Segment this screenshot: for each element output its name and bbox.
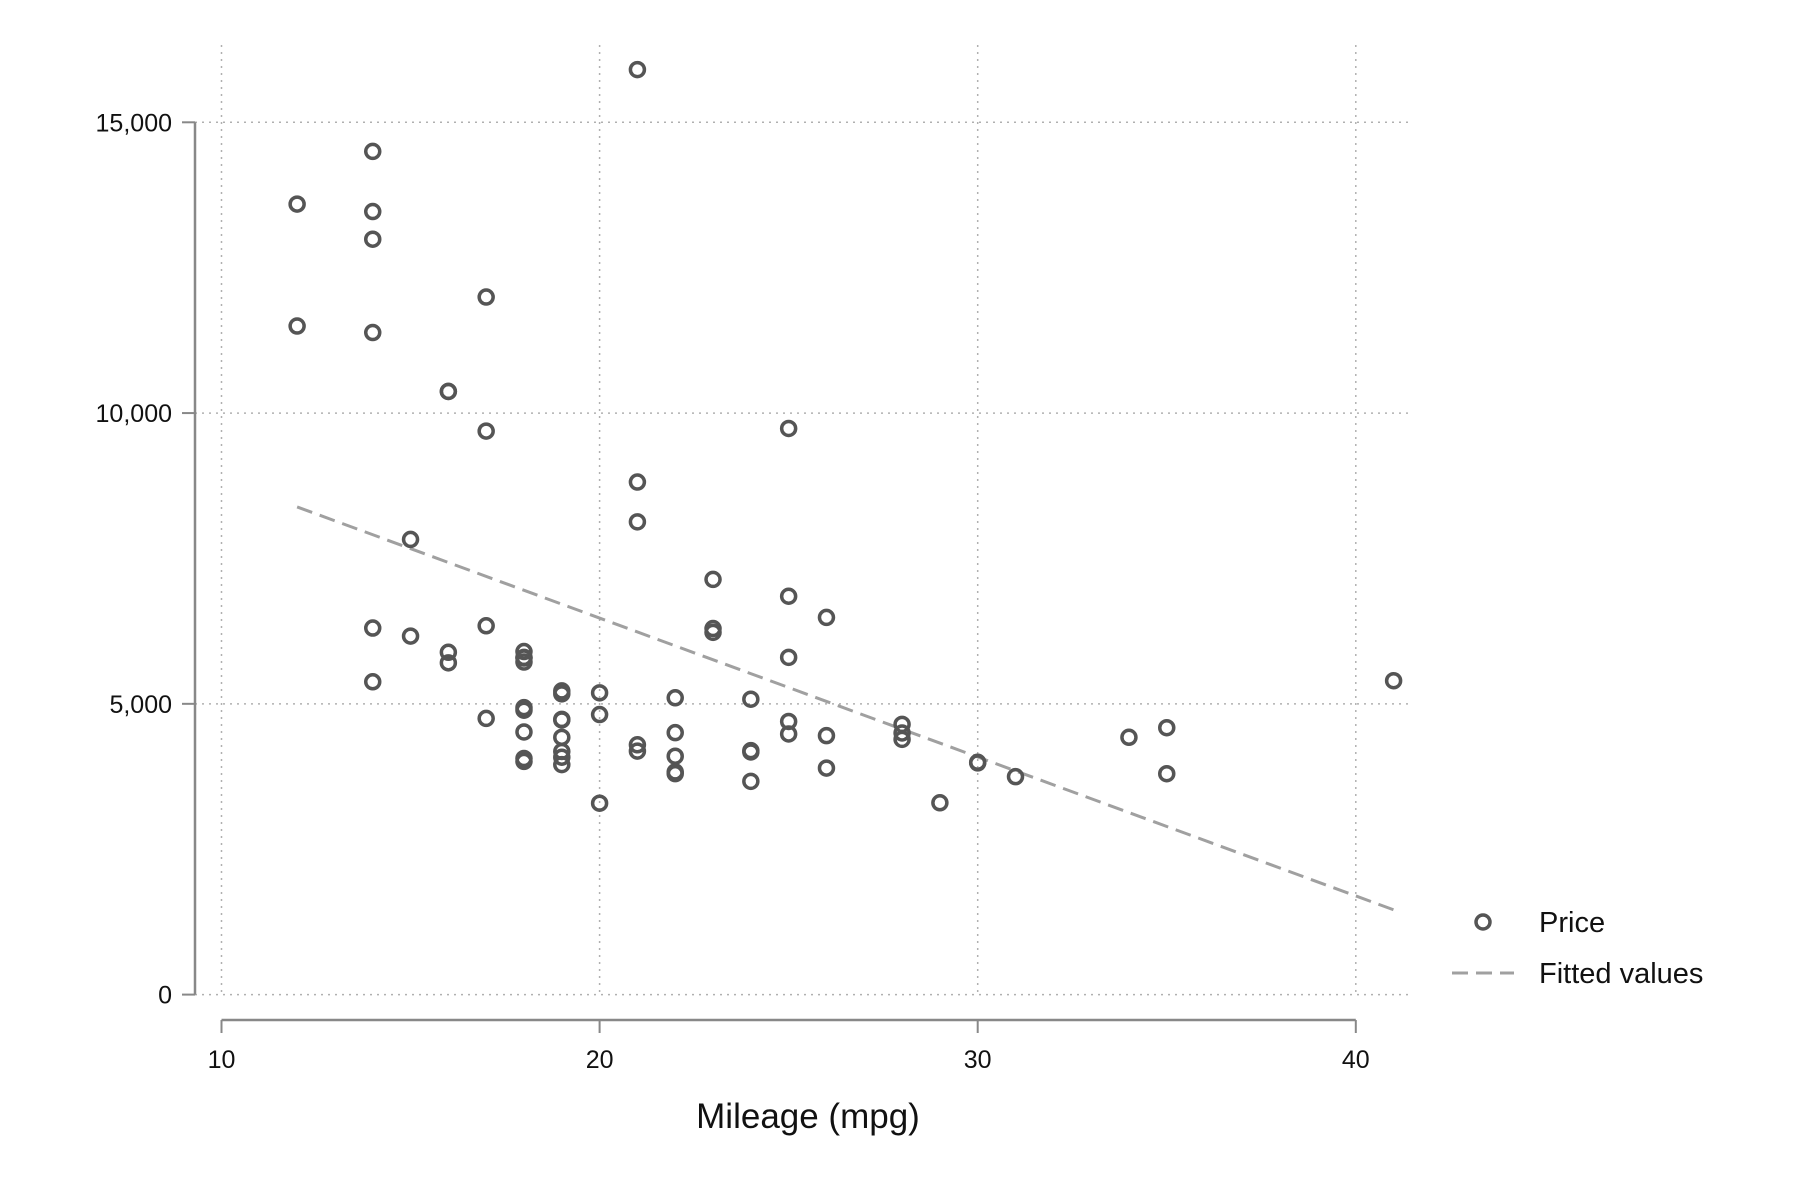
data-point	[628, 513, 647, 531]
data-point	[515, 698, 533, 717]
data-point	[1384, 671, 1403, 690]
data-point	[439, 654, 458, 672]
data-point	[363, 323, 382, 342]
data-point	[553, 711, 571, 729]
data-point	[817, 759, 836, 777]
data-point	[553, 728, 571, 747]
data-point	[742, 772, 760, 791]
data-point	[628, 736, 647, 754]
data-point	[779, 648, 798, 667]
data-point	[439, 643, 458, 662]
x-tick-label: 40	[1342, 1046, 1370, 1074]
data-point	[893, 715, 911, 734]
data-point	[477, 709, 495, 728]
data-point	[477, 288, 495, 306]
data-point	[363, 619, 382, 637]
data-point	[817, 726, 836, 745]
data-point	[1158, 718, 1176, 737]
data-point	[628, 60, 647, 79]
data-point	[968, 753, 987, 772]
data-point	[363, 673, 382, 691]
data-point	[666, 763, 684, 781]
data-point	[779, 587, 798, 605]
data-point	[742, 743, 760, 761]
data-point	[363, 142, 382, 161]
data-point	[742, 690, 760, 708]
points-group	[288, 60, 1403, 812]
grid-lines	[195, 45, 1413, 996]
x-tick-label: 10	[208, 1046, 236, 1074]
data-point	[779, 419, 798, 438]
data-point	[666, 723, 684, 742]
legend-label-fitted: Fitted values	[1539, 958, 1703, 990]
data-point	[515, 723, 533, 741]
data-point	[477, 422, 495, 440]
data-point	[553, 748, 571, 766]
data-point	[666, 747, 684, 765]
data-point	[779, 712, 798, 731]
data-point	[1158, 764, 1176, 783]
data-point	[704, 623, 722, 642]
fitted-line	[296, 505, 1395, 912]
data-point	[363, 202, 382, 221]
data-point	[363, 230, 382, 248]
data-point	[893, 724, 911, 742]
data-point	[477, 617, 495, 635]
legend-marker-price	[1474, 913, 1492, 931]
data-point	[288, 195, 306, 213]
data-point	[1120, 728, 1138, 747]
data-point	[931, 794, 949, 812]
x-axis-label: Mileage (mpg)	[696, 1097, 920, 1136]
fitted-line-group	[296, 505, 1395, 912]
legend-label-price: Price	[1539, 907, 1605, 939]
data-point	[590, 705, 609, 724]
y-tick-label: 0	[158, 982, 172, 1010]
legend: Price Fitted values	[1452, 907, 1703, 990]
data-point	[590, 794, 609, 812]
y-tick-label: 15,000	[96, 109, 172, 137]
x-tick-label: 20	[586, 1046, 614, 1074]
data-point	[553, 682, 571, 700]
data-point	[704, 570, 722, 589]
data-point	[401, 530, 420, 549]
y-tick-label: 10,000	[96, 400, 172, 428]
data-point	[817, 608, 836, 627]
data-point	[439, 382, 458, 401]
data-point	[628, 473, 647, 491]
y-tick-label: 5,000	[109, 691, 172, 719]
data-point	[515, 642, 533, 661]
data-point	[1006, 767, 1025, 786]
data-point	[590, 684, 609, 702]
data-point	[515, 749, 533, 768]
data-point	[628, 742, 647, 760]
data-point	[288, 317, 306, 335]
data-point	[666, 689, 684, 707]
x-tick-label: 30	[964, 1046, 992, 1074]
axes: 0 5,000 10,000 15,000 10 20 30 40	[96, 109, 1370, 1074]
data-point	[515, 653, 533, 671]
data-point	[401, 627, 420, 645]
